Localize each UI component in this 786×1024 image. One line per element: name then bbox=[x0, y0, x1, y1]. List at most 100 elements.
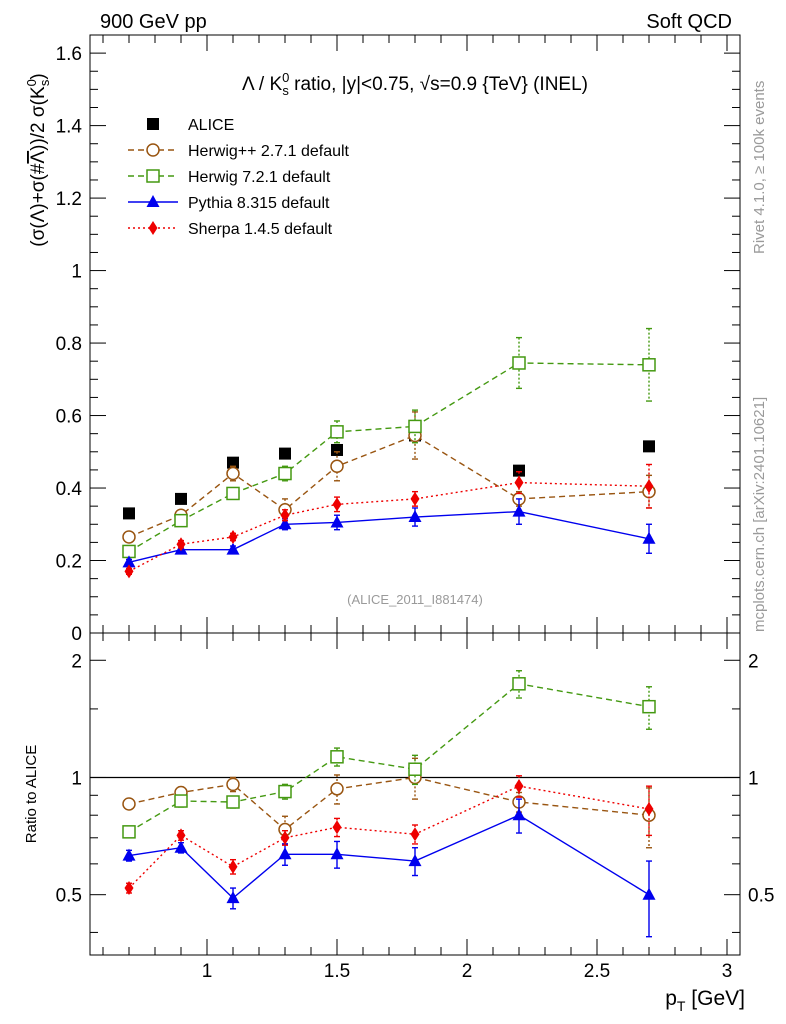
main-data-point bbox=[122, 555, 136, 568]
ratio-series-line bbox=[128, 683, 650, 833]
main-data-point bbox=[176, 537, 186, 552]
legend-label: Herwig++ 2.7.1 default bbox=[188, 143, 350, 160]
ratio-data-point bbox=[280, 830, 290, 845]
x-tick-label: 2.5 bbox=[584, 961, 610, 982]
main-y-tick-label: 0 bbox=[71, 624, 82, 645]
legend-entry: ALICE bbox=[147, 117, 234, 134]
main-data-point bbox=[512, 504, 526, 517]
ratio-data-point bbox=[174, 794, 188, 808]
ratio-data-point bbox=[644, 801, 654, 816]
ylabel-bar: Λ bbox=[28, 151, 49, 164]
ylabel-close: ))/2 σ(K bbox=[28, 86, 49, 151]
main-data-point bbox=[330, 425, 344, 439]
x-tick-label: 3 bbox=[722, 961, 733, 982]
side-text-top: Rivet 4.1.0, ≥ 100k events bbox=[751, 81, 768, 254]
main-y-tick-label: 1 bbox=[71, 262, 82, 283]
main-data-point bbox=[410, 491, 420, 506]
legend-label: ALICE bbox=[188, 117, 234, 134]
ratio-data-point bbox=[330, 847, 344, 860]
main-data-point bbox=[332, 497, 342, 512]
ylabel-sup: 0 bbox=[24, 79, 39, 86]
ratio-y-tick-label-right: 1 bbox=[748, 768, 759, 789]
main-data-point bbox=[513, 464, 525, 477]
main-y-tick-label: 1.4 bbox=[56, 117, 83, 138]
main-data-point bbox=[123, 507, 135, 520]
title-sub: s bbox=[282, 83, 289, 98]
main-y-tick-label: 1.6 bbox=[56, 44, 82, 65]
ratio-data-point bbox=[408, 762, 422, 776]
ratio-data-point bbox=[408, 854, 422, 867]
ratio-data-point bbox=[642, 887, 656, 900]
main-data-point bbox=[408, 510, 422, 523]
header-left: 900 GeV pp bbox=[100, 11, 207, 33]
main-y-tick-label: 0.6 bbox=[56, 407, 82, 428]
main-data-point bbox=[512, 356, 526, 370]
ratio-data-point bbox=[226, 777, 240, 792]
main-data-point bbox=[278, 466, 292, 481]
legend-marker bbox=[148, 221, 158, 235]
main-series-line bbox=[128, 434, 650, 538]
main-data-point bbox=[124, 564, 134, 579]
main-data-point bbox=[330, 515, 344, 528]
main-data-point bbox=[226, 542, 240, 555]
title-lead: Λ / K bbox=[242, 74, 282, 95]
main-y-tick-label: 0.4 bbox=[56, 479, 83, 500]
axes-layer: 0 0.2 0.4 0.6 0.8 1 1.2 1.4 1.6 1 1.5 2 2.5 3 0.5 0.5 1 1… bbox=[56, 35, 774, 982]
main-data-point bbox=[175, 492, 187, 505]
ratio-y-tick-label: 0.5 bbox=[56, 886, 82, 907]
series-layer bbox=[122, 327, 656, 938]
main-data-point bbox=[642, 358, 656, 372]
ratio-series-line bbox=[128, 776, 650, 831]
ratio-data-point bbox=[332, 820, 342, 835]
ratio-data-point bbox=[226, 891, 240, 904]
ratio-data-point bbox=[278, 847, 292, 860]
main-series-line bbox=[128, 362, 650, 553]
ratio-series-3 bbox=[124, 775, 654, 896]
main-series-3 bbox=[122, 498, 656, 568]
legend-entry: Herwig 7.2.1 default bbox=[128, 169, 331, 186]
ratio-data-point bbox=[512, 808, 526, 821]
legend-label: Herwig 7.2.1 default bbox=[188, 169, 331, 186]
legend-entry: Sherpa 1.4.5 default bbox=[128, 221, 333, 238]
main-data-point bbox=[643, 440, 655, 453]
analysis-watermark: (ALICE_2011_I881474) bbox=[347, 592, 483, 607]
main-y-tick-label: 0.8 bbox=[56, 334, 82, 355]
legend-label: Pythia 8.315 default bbox=[188, 195, 330, 212]
ratio-data-point bbox=[642, 699, 656, 714]
ratio-y-label: Ratio to ALICE bbox=[23, 745, 40, 843]
ratio-data-point bbox=[174, 840, 188, 853]
ratio-series-0 bbox=[122, 757, 656, 849]
ylabel-end: ) bbox=[28, 73, 49, 79]
x-tick-label: 2 bbox=[462, 961, 473, 982]
main-series-2 bbox=[122, 327, 656, 559]
main-series-0 bbox=[123, 429, 655, 520]
main-data-point bbox=[122, 530, 136, 544]
main-data-point bbox=[330, 459, 344, 474]
ratio-series-1 bbox=[122, 670, 656, 839]
legend-marker bbox=[147, 118, 159, 130]
main-data-point bbox=[280, 508, 290, 523]
ratio-data-point bbox=[228, 859, 238, 874]
main-data-point bbox=[226, 486, 240, 501]
main-y-label: (σ(Λ)+σ(#Λ))/2 σ(K0s) bbox=[24, 73, 52, 246]
legend-label: Sherpa 1.4.5 default bbox=[188, 221, 333, 238]
main-data-point bbox=[642, 531, 656, 544]
ratio-data-point bbox=[122, 797, 136, 811]
main-y-tick-label: 0.2 bbox=[56, 552, 82, 573]
svg-text:(σ(Λ)+σ(#Λ))/2 σ(K0s): (σ(Λ)+σ(#Λ))/2 σ(K0s) bbox=[24, 73, 52, 246]
legend-marker bbox=[146, 169, 160, 183]
ratio-data-point bbox=[122, 848, 136, 861]
ratio-data-point bbox=[330, 782, 344, 796]
main-y-tick-label: 1.2 bbox=[56, 189, 82, 210]
header-right: Soft QCD bbox=[646, 11, 732, 33]
legend-entry: Herwig++ 2.7.1 default bbox=[128, 143, 350, 160]
main-data-point bbox=[514, 475, 524, 490]
ratio-series-line bbox=[128, 785, 650, 889]
ratio-series-line bbox=[128, 814, 650, 900]
legend-marker bbox=[146, 143, 160, 157]
ratio-data-point bbox=[278, 784, 292, 799]
ratio-data-point bbox=[514, 779, 524, 794]
main-data-point bbox=[278, 517, 292, 530]
side-text-bottom: mcplots.cern.ch [arXiv:2401.10621] bbox=[751, 397, 768, 632]
